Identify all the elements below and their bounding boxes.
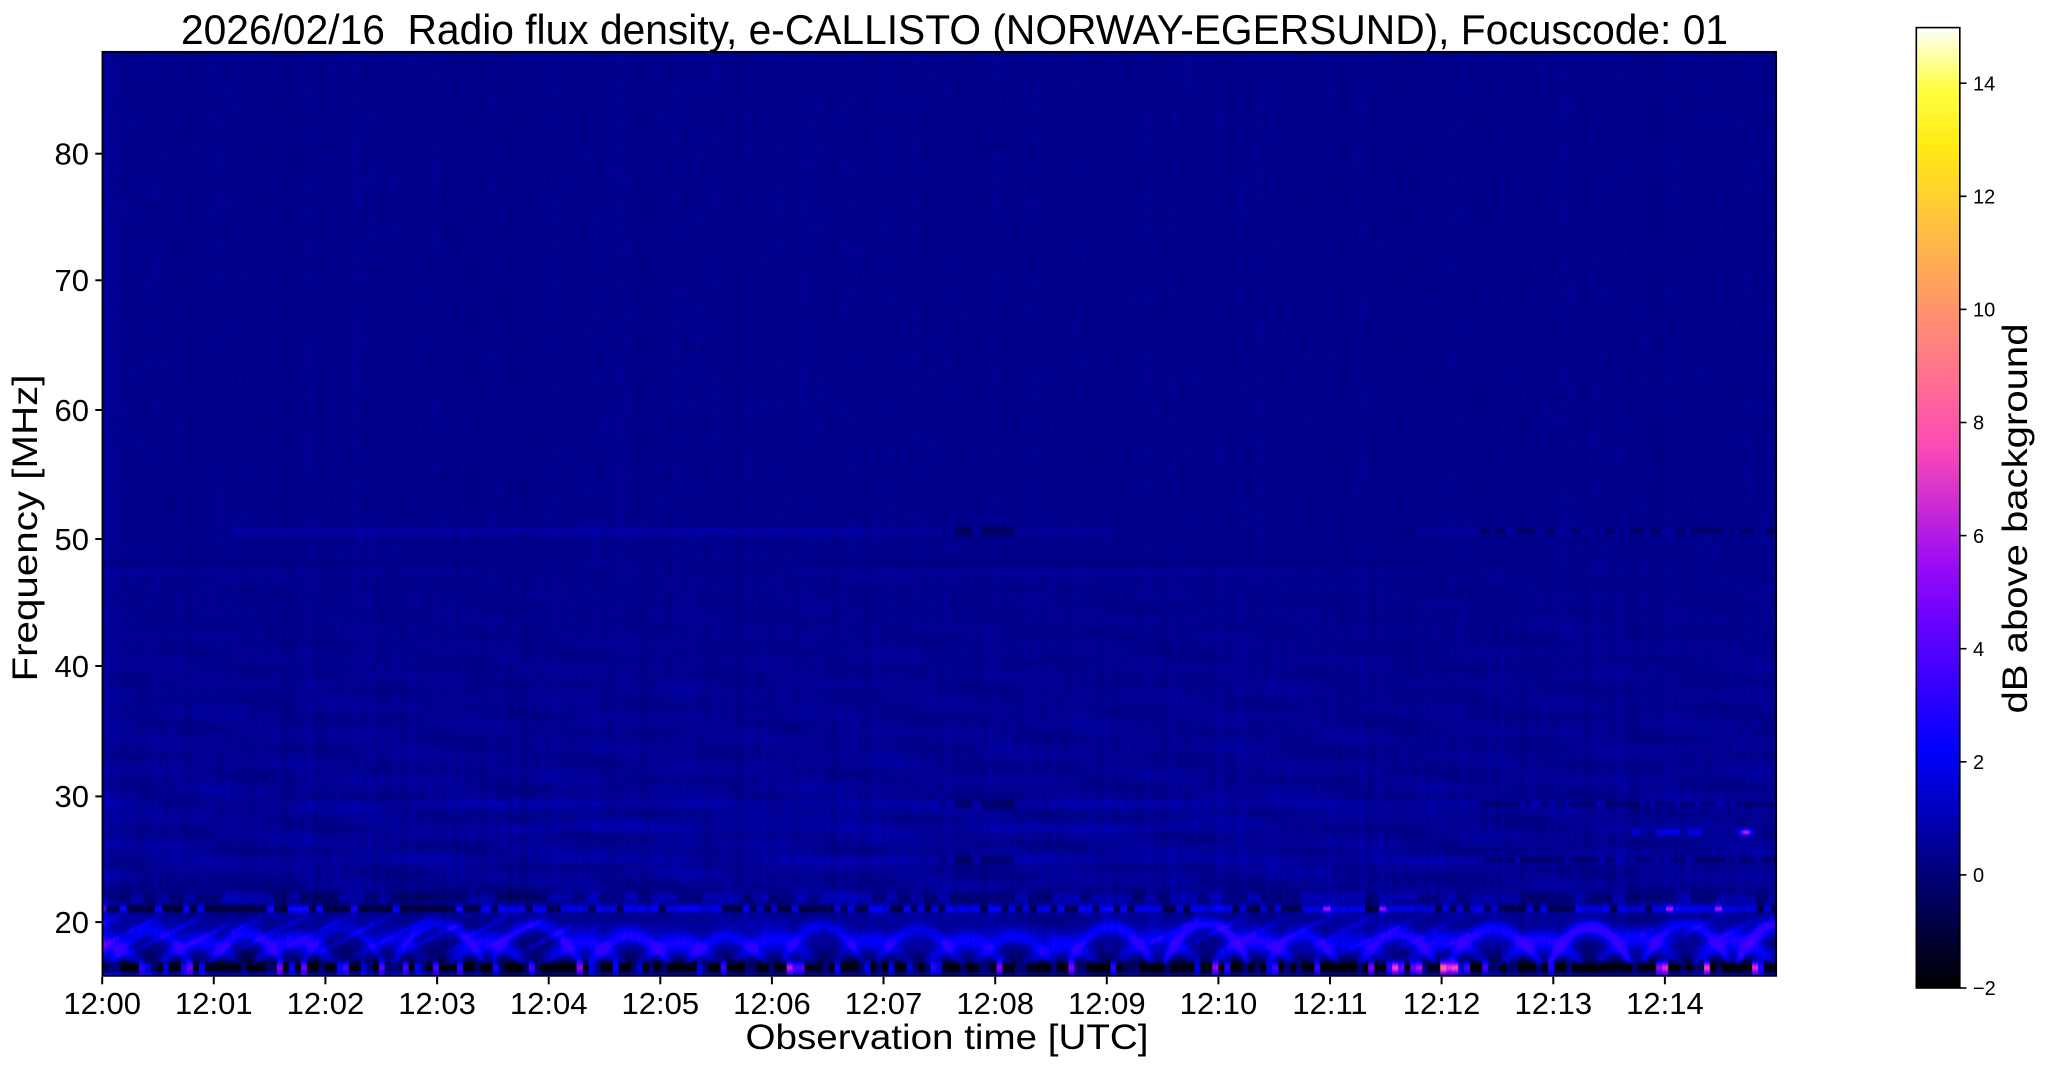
svg-text:20: 20 <box>55 905 89 940</box>
svg-text:12:12: 12:12 <box>1403 986 1481 1021</box>
svg-text:−2: −2 <box>1973 978 1996 1000</box>
svg-text:12: 12 <box>1973 187 1995 209</box>
svg-text:10: 10 <box>1973 300 1995 322</box>
svg-text:12:05: 12:05 <box>622 986 700 1021</box>
svg-text:2026/02/16 Radio flux density: 2026/02/16 Radio flux density, e-CALLIST… <box>181 6 1728 53</box>
svg-text:12:09: 12:09 <box>1068 986 1146 1021</box>
svg-text:60: 60 <box>55 393 89 428</box>
svg-text:12:10: 12:10 <box>1180 986 1258 1021</box>
svg-text:40: 40 <box>55 649 89 684</box>
svg-text:dB above background: dB above background <box>1996 324 2035 714</box>
svg-text:70: 70 <box>55 263 89 298</box>
svg-text:12:06: 12:06 <box>733 986 811 1021</box>
svg-text:6: 6 <box>1973 526 1984 548</box>
svg-text:12:11: 12:11 <box>1292 986 1367 1021</box>
svg-text:12:08: 12:08 <box>956 986 1034 1021</box>
svg-text:14: 14 <box>1973 73 1995 95</box>
svg-text:8: 8 <box>1973 413 1984 435</box>
svg-text:12:00: 12:00 <box>63 986 141 1021</box>
svg-text:Frequency [MHz]: Frequency [MHz] <box>6 375 45 682</box>
svg-text:30: 30 <box>55 779 89 814</box>
svg-text:0: 0 <box>1973 865 1984 887</box>
svg-text:12:01: 12:01 <box>175 986 253 1021</box>
svg-text:80: 80 <box>55 137 89 172</box>
svg-text:4: 4 <box>1973 639 1984 661</box>
svg-text:2: 2 <box>1973 752 1984 774</box>
svg-text:50: 50 <box>55 522 89 557</box>
svg-text:12:13: 12:13 <box>1515 986 1593 1021</box>
svg-text:12:07: 12:07 <box>845 986 923 1021</box>
svg-text:12:04: 12:04 <box>510 986 588 1021</box>
svg-text:Observation time [UTC]: Observation time [UTC] <box>746 1018 1149 1057</box>
svg-text:12:14: 12:14 <box>1626 986 1704 1021</box>
svg-text:12:03: 12:03 <box>398 986 476 1021</box>
svg-text:12:02: 12:02 <box>287 986 365 1021</box>
